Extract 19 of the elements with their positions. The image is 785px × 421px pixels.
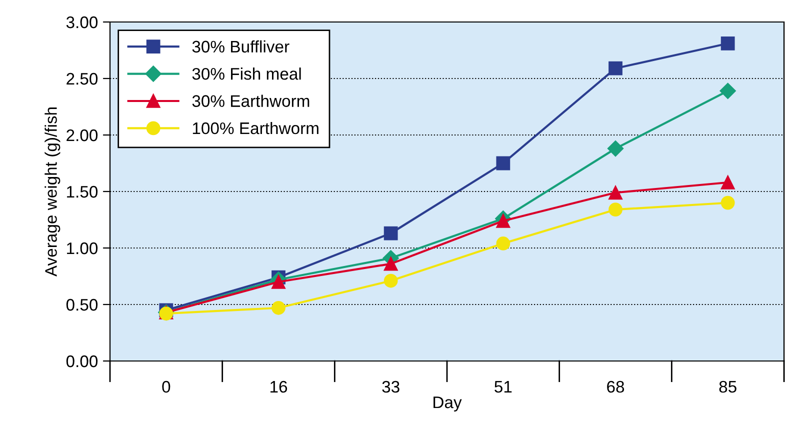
x-tick-label: 51 (494, 381, 512, 393)
y-tick-label: 0.00 (66, 355, 98, 368)
x-tick-label: 85 (719, 380, 736, 393)
y-tick-label: 2.00 (66, 129, 98, 142)
y-tick-label: 0.50 (66, 298, 98, 311)
x-tick-label: 68 (607, 380, 624, 393)
x-tick-label: 33 (382, 380, 400, 393)
x-tick-label: 0 (162, 380, 170, 393)
y-tick-label: 1.00 (67, 242, 98, 254)
legend-label: 30% Fish meal (192, 68, 301, 80)
legend-label: 100% Earthworm (192, 122, 318, 134)
y-axis-title: Average weight (g)/fish (44, 107, 60, 277)
legend-label: 30% Earthworm (192, 94, 310, 107)
x-axis-title: Day (434, 396, 462, 412)
x-tick-label: 16 (270, 380, 288, 393)
y-tick-label: 2.50 (66, 72, 98, 85)
y-tick-label: 1.50 (67, 186, 98, 198)
y-tick-label: 3.00 (66, 16, 98, 28)
legend-label: 30% Buffliver (192, 40, 290, 53)
